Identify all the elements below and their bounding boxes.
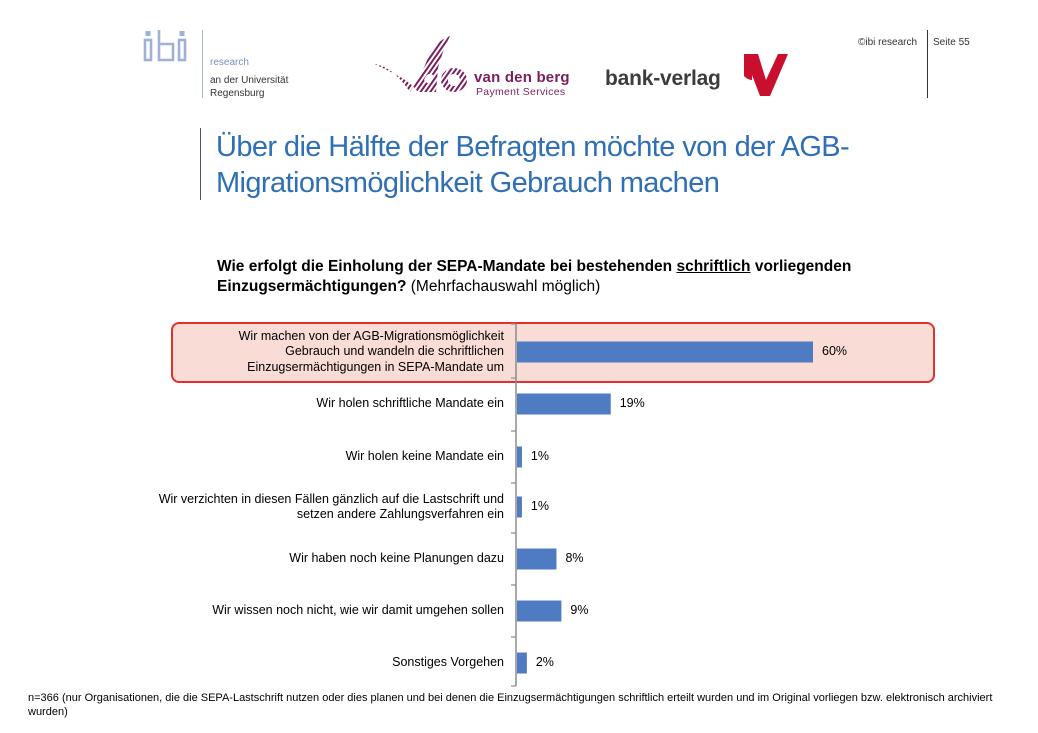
category-label-2: Wir holen schriftliche Mandate ein (316, 396, 504, 411)
question-underlined: schriftlich (676, 258, 751, 275)
ibi-logo-mark (143, 30, 187, 62)
title-rule (200, 128, 201, 200)
page-number: Seite 55 (933, 37, 970, 48)
category-label-5: Wir haben noch keine Planungen dazu (289, 551, 504, 566)
question-text-2: vorliegenden Einzugsermächtigungen? (217, 258, 852, 295)
value-label-1: 60% (822, 344, 848, 358)
van-den-berg-logo (372, 34, 472, 105)
value-label-4: 1% (530, 499, 549, 513)
bar-4 (517, 496, 522, 518)
ibi-research-label: research (210, 57, 249, 68)
bar-3 (517, 446, 522, 468)
van-den-berg-mark (374, 36, 467, 92)
value-label-3: 1% (530, 449, 549, 463)
van-den-berg-subtitle: Payment Services (476, 86, 566, 98)
bar-5 (517, 548, 557, 570)
ibi-university-line: an der Universität (210, 75, 289, 86)
ibi-logo: ibi (143, 28, 199, 69)
value-label-2: 19% (619, 396, 645, 410)
header-divider (927, 30, 928, 98)
value-label-7: 2% (535, 655, 554, 669)
bank-verlag-mark (744, 54, 788, 96)
category-label-1: Wir machen von der AGB-Migrationsmöglich… (238, 328, 504, 374)
category-label-3: Wir holen keine Mandate ein (345, 449, 504, 464)
bank-verlag-logo (742, 50, 790, 103)
category-label-6: Wir wissen noch nicht, wie wir damit umg… (212, 603, 504, 618)
ibi-city-line: Regensburg (210, 88, 265, 99)
ibi-divider (202, 30, 203, 98)
copyright-label: ©ibi research (858, 37, 918, 48)
value-label-5: 8% (565, 551, 584, 565)
footnote: n=366 (nur Organisationen, die die SEPA-… (28, 692, 993, 718)
survey-question: Wie erfolgt die Einholung der SEPA-Manda… (217, 257, 857, 297)
category-label-7: Sonstiges Vorgehen (392, 655, 504, 670)
value-label-6: 9% (570, 603, 589, 617)
bar-7 (517, 652, 527, 674)
bar-6 (517, 600, 562, 622)
bank-verlag-name: bank-verlag (605, 67, 721, 90)
category-label-4: Wir verzichten in diesen Fällen gänzlich… (158, 491, 504, 522)
van-den-berg-name: van den berg (474, 69, 570, 86)
slide-title: Über die Hälfte der Befragten möchte von… (216, 131, 850, 199)
bar-2 (517, 393, 611, 415)
question-text-1: Wie erfolgt die Einholung der SEPA-Manda… (217, 258, 677, 275)
question-note: (Mehrfachauswahl möglich) (406, 278, 601, 295)
